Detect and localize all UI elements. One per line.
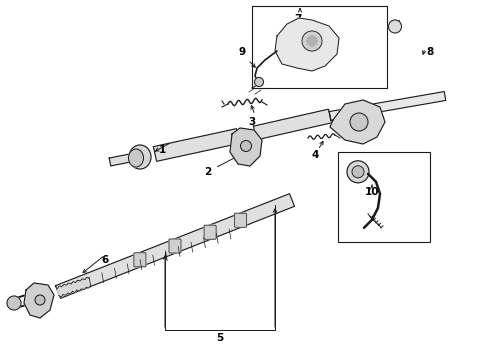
Polygon shape (109, 153, 136, 166)
Text: 2: 2 (204, 167, 212, 177)
Ellipse shape (129, 145, 151, 169)
Text: 8: 8 (426, 47, 434, 57)
Circle shape (302, 31, 322, 51)
Text: 5: 5 (217, 333, 223, 343)
Text: 9: 9 (239, 47, 245, 57)
Ellipse shape (128, 149, 144, 167)
Text: 1: 1 (158, 145, 166, 155)
FancyBboxPatch shape (169, 239, 181, 253)
Circle shape (347, 161, 369, 183)
Text: 3: 3 (248, 117, 256, 127)
Circle shape (352, 166, 364, 178)
Polygon shape (57, 278, 91, 297)
Polygon shape (230, 128, 262, 166)
Circle shape (35, 295, 45, 305)
Polygon shape (329, 91, 446, 121)
Text: 6: 6 (101, 255, 109, 265)
Text: 10: 10 (365, 187, 379, 197)
Text: 4: 4 (311, 150, 318, 160)
Polygon shape (275, 18, 339, 71)
Polygon shape (24, 283, 54, 318)
FancyBboxPatch shape (204, 225, 216, 239)
Circle shape (307, 36, 317, 46)
Circle shape (254, 77, 264, 86)
Polygon shape (55, 194, 294, 298)
Circle shape (389, 20, 401, 33)
Circle shape (7, 296, 21, 310)
Bar (252, 6, 387, 88)
Circle shape (241, 140, 251, 152)
Bar (338, 152, 430, 242)
Circle shape (350, 113, 368, 131)
Polygon shape (330, 100, 385, 144)
FancyBboxPatch shape (235, 213, 246, 227)
Polygon shape (153, 129, 240, 161)
FancyBboxPatch shape (134, 253, 146, 267)
Polygon shape (253, 109, 332, 140)
Text: 7: 7 (294, 14, 302, 24)
